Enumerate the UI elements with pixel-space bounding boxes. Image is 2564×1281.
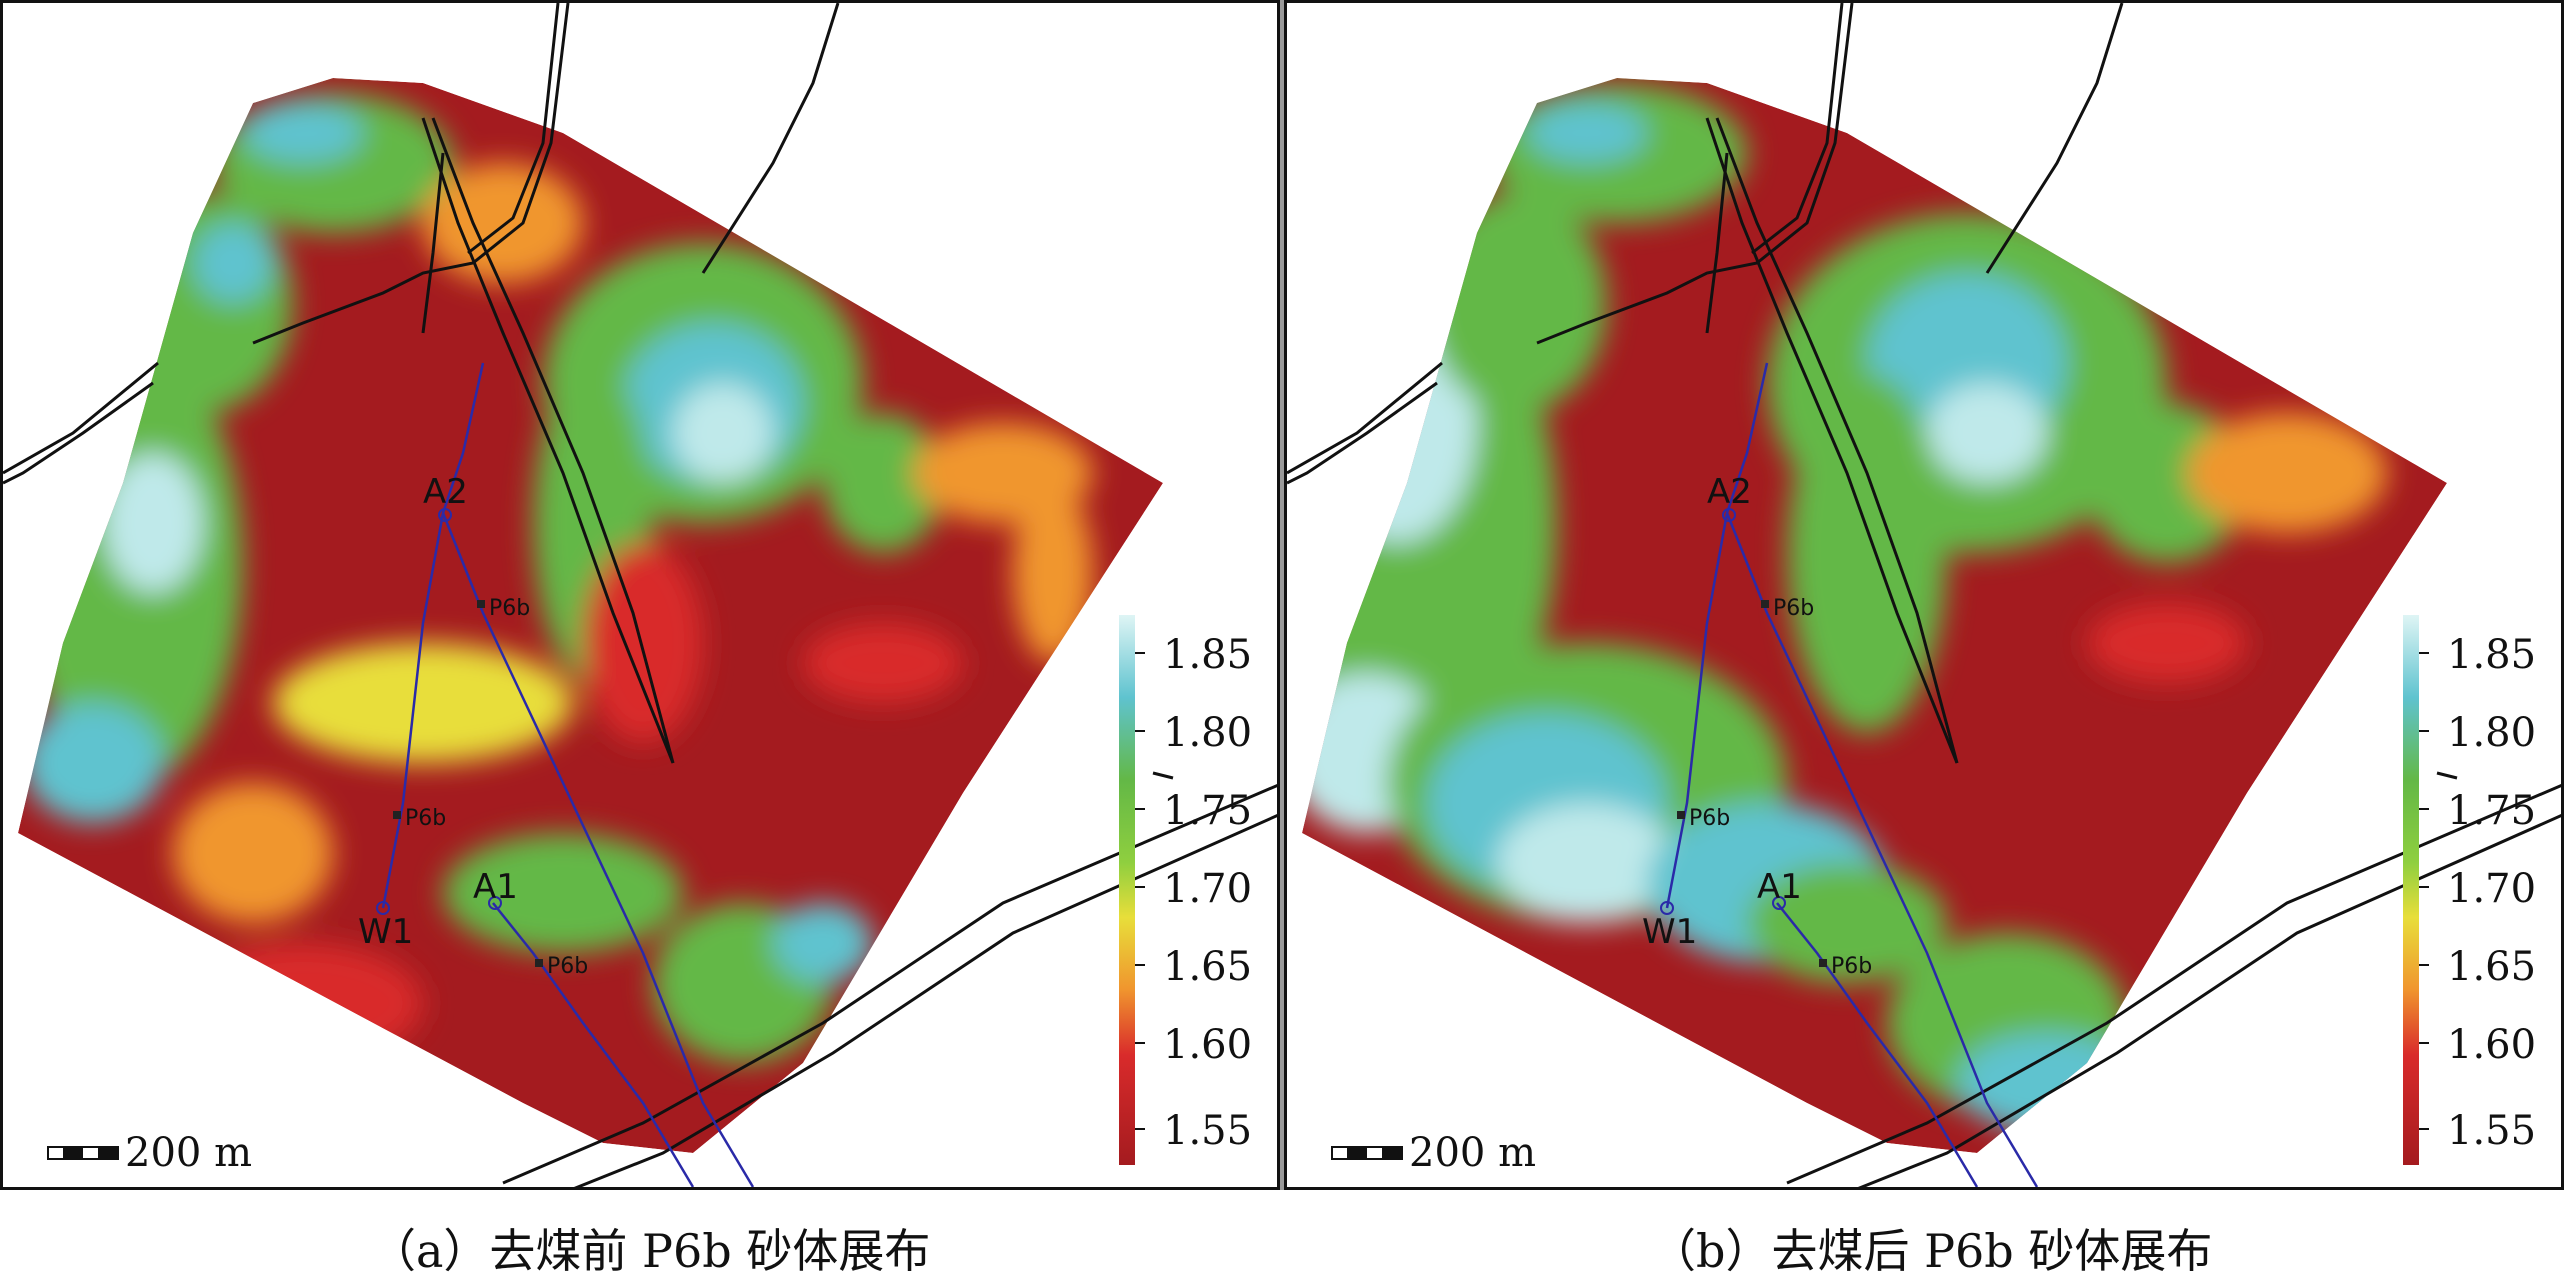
colorbar-tick-5: 1.65 xyxy=(1163,944,1252,990)
map-canvas-a: A2 P6b W1 P6b A1 P6b 1.85 1.80 1.75 xyxy=(3,3,1277,1187)
colorbar-tick-7: 1.55 xyxy=(2447,1108,2536,1154)
colorbar-b: 1.85 1.80 1.75 1.70 1.65 1.60 1.55 xyxy=(2403,615,2536,1165)
caption-a: （a）去煤前 P6b 砂体展布 xyxy=(370,1224,931,1278)
colorbar-tick-3: 1.75 xyxy=(1163,788,1252,834)
colorbar-a: 1.85 1.80 1.75 1.70 1.65 1.60 1.55 xyxy=(1119,615,1252,1165)
well-label-a1: A1 xyxy=(473,867,518,907)
colorbar-tick-5: 1.65 xyxy=(2447,944,2536,990)
colorbar-tick-1: 1.85 xyxy=(2447,632,2536,678)
well-markers-a xyxy=(376,508,543,967)
colorbar-tick-2: 1.80 xyxy=(2447,710,2536,756)
scale-bar-b: 200 m xyxy=(1331,1130,1536,1176)
marker-label-w1: P6b xyxy=(405,806,446,831)
marker-label-a1: P6b xyxy=(1831,954,1872,979)
colorbar-tick-4: 1.70 xyxy=(1163,866,1252,912)
well-label-w1: W1 xyxy=(1642,912,1697,952)
colorbar-tick-3: 1.75 xyxy=(2447,788,2536,834)
marker-label-a2: P6b xyxy=(1773,596,1814,621)
colorbar-tick-4: 1.70 xyxy=(2447,866,2536,912)
fault-lines-b xyxy=(1287,3,2561,1187)
scale-bar-label-a: 200 m xyxy=(125,1130,252,1176)
scale-bar-a: 200 m xyxy=(47,1130,252,1176)
well-label-a2: A2 xyxy=(1707,472,1752,512)
panel-divider xyxy=(1280,0,1284,1190)
colorbar-tick-2: 1.80 xyxy=(1163,710,1252,756)
colorbar-tick-7: 1.55 xyxy=(1163,1108,1252,1154)
map-canvas-b: A2 P6b W1 P6b A1 P6b 1.85 1.80 1.75 xyxy=(1287,3,2561,1187)
well-paths-a xyxy=(381,362,755,1187)
sand-body-map-b xyxy=(1302,78,2447,1153)
scale-bar-label-b: 200 m xyxy=(1409,1130,1536,1176)
well-paths-b xyxy=(1665,362,2039,1187)
colorbar-tick-1: 1.85 xyxy=(1163,632,1252,678)
well-label-a1: A1 xyxy=(1757,867,1802,907)
sand-body-map-a xyxy=(18,78,1163,1153)
map-panel-b: A2 P6b W1 P6b A1 P6b 1.85 1.80 1.75 xyxy=(1284,0,2564,1190)
well-label-w1: W1 xyxy=(358,912,413,952)
marker-label-w1: P6b xyxy=(1689,806,1730,831)
well-markers-b xyxy=(1660,508,1827,967)
colorbar-tick-6: 1.60 xyxy=(1163,1022,1252,1068)
marker-label-a2: P6b xyxy=(489,596,530,621)
well-label-a2: A2 xyxy=(423,472,468,512)
map-panel-a: A2 P6b W1 P6b A1 P6b 1.85 1.80 1.75 xyxy=(0,0,1280,1190)
colorbar-tick-6: 1.60 xyxy=(2447,1022,2536,1068)
fault-lines-a xyxy=(3,3,1277,1187)
marker-label-a1: P6b xyxy=(547,954,588,979)
caption-b: （b）去煤后 P6b 砂体展布 xyxy=(1650,1224,2213,1278)
